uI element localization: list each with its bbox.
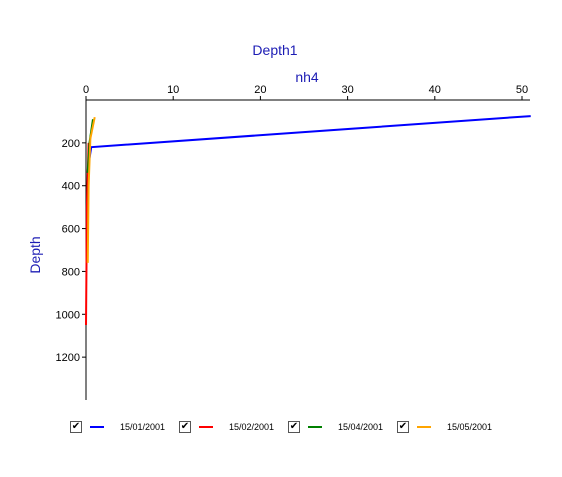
legend-label: 15/05/2001 (447, 422, 493, 432)
x-tick-label: 10 (167, 84, 179, 96)
x-tick-label: 30 (341, 84, 353, 96)
x-tick-label: 20 (254, 84, 266, 96)
legend-swatch (417, 426, 431, 428)
legend-label: 15/02/2001 (229, 422, 275, 432)
y-tick-label: 800 (62, 266, 80, 278)
y-tick-label: 1000 (56, 309, 80, 321)
y-tick-label: 200 (62, 138, 80, 150)
legend-item: ✔ 15/05/2001 (397, 418, 492, 436)
y-tick-label: 400 (62, 181, 80, 193)
legend-item: ✔ 15/02/2001 (179, 418, 274, 436)
legend-checkbox[interactable]: ✔ (179, 421, 191, 433)
legend-swatch (199, 426, 213, 428)
y-tick-label: 1200 (56, 352, 80, 364)
series-group (85, 115, 531, 326)
series-line-1 (86, 115, 531, 197)
series-line-2 (85, 142, 90, 326)
x-tick-label: 50 (516, 84, 528, 96)
legend-item: ✔ 15/01/2001 (70, 418, 165, 436)
axes: 0 10 20 30 40 50 200 400 600 800 1000 1200 (56, 84, 530, 400)
legend-label: 15/01/2001 (120, 422, 166, 432)
legend-checkbox[interactable]: ✔ (288, 421, 300, 433)
x-tick-label: 0 (83, 84, 89, 96)
chart-title: Depth1 (252, 42, 297, 58)
x-axis-label: nh4 (295, 69, 319, 85)
legend-checkbox[interactable]: ✔ (70, 421, 82, 433)
legend-swatch (308, 426, 322, 428)
legend-swatch (90, 426, 104, 428)
legend-item: ✔ 15/04/2001 (288, 418, 383, 436)
y-tick-label: 600 (62, 224, 80, 236)
legend-label: 15/04/2001 (338, 422, 384, 432)
series-line-4 (86, 116, 96, 263)
legend-checkbox[interactable]: ✔ (397, 421, 409, 433)
x-tick-label: 40 (429, 84, 441, 96)
legend: ✔ 15/01/2001 ✔ 15/02/2001 ✔ 15/04/2001 ✔ 15/05/… (0, 418, 562, 438)
y-axis-label: Depth (27, 236, 43, 273)
